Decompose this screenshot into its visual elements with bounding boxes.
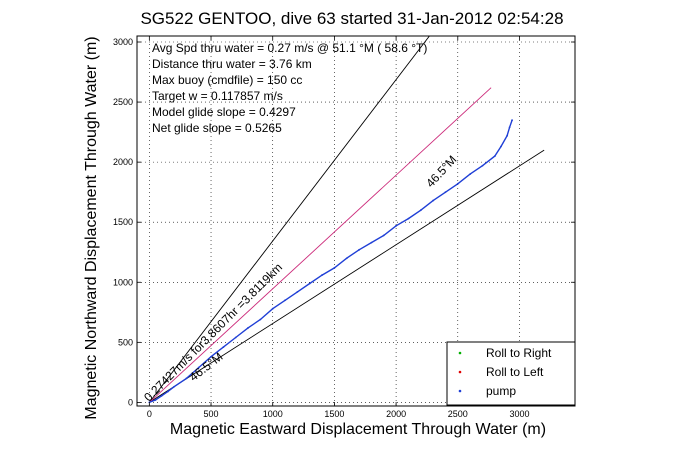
info-line-5: Model glide slope = 0.4297 [152,105,296,119]
legend-item-1: Roll to Right [486,346,552,360]
track-point [321,274,323,276]
track-point [234,336,237,339]
axis-ticks: 0 500 1000 1500 2000 2500 3000 0 500 1000 1500 2000… [113,36,575,419]
x-tick-label: 2500 [448,409,468,419]
info-line-3: Max buoy (cmdfile) = 150 cc [152,73,302,87]
annotation-1: 0.27427m/s for3.8607hr =3.8119km [141,260,285,404]
legend-marker-3 [458,389,462,393]
info-block: Avg Spd thru water = 0.27 m/s @ 51.1 °M … [152,41,427,135]
track-point [508,126,511,129]
y-tick-label: 2000 [113,157,133,167]
y-tick-label: 1000 [113,277,133,287]
x-axis-label: Magnetic Eastward Displacement Through W… [170,421,546,438]
legend-item-2: Roll to Left [486,365,544,379]
legend-item-3: pump [486,384,516,398]
track-point [493,155,496,158]
legend-box [446,341,576,406]
chart-title: SG522 GENTOO, dive 63 started 31-Jan-201… [140,9,563,28]
annotation-2: 46.5°M [423,153,459,190]
track-point [432,199,435,202]
y-tick-label: 1500 [113,217,133,227]
info-line-2: Distance thru water = 3.76 km [152,57,312,71]
track-point [173,385,175,388]
track-point [247,327,249,329]
legend-marker-2 [458,370,462,374]
track-point [197,366,200,369]
y-tick-label: 0 [128,397,133,407]
track-point [259,318,262,321]
y-tick-label: 500 [118,337,133,347]
track-point [185,377,188,380]
track-point [382,234,385,237]
track-point [500,145,502,148]
track-point [444,191,447,194]
legend-marker-1 [458,351,462,355]
track-point [370,241,373,244]
info-line-4: Target w = 0.117857 m/s [152,89,283,103]
track-point [456,182,459,185]
track-point [395,224,397,227]
x-tick-label: 0 [147,409,152,419]
info-line-6: Net glide slope = 0.5265 [152,121,282,135]
track-point [160,394,163,397]
track-point [154,399,157,401]
track-point [271,307,274,310]
legend: Roll to Right Roll to Left pump [446,341,576,406]
plot-frame [136,35,576,407]
track-point [469,173,472,176]
track-point [210,355,212,358]
x-tick-label: 1000 [263,409,283,419]
track-point [407,217,410,220]
track-point [358,248,360,251]
info-line-1: Avg Spd thru water = 0.27 m/s @ 51.1 °M … [152,41,427,55]
y-tick-label: 3000 [113,37,133,47]
track-point [166,390,169,393]
track-point [345,257,348,260]
x-tick-label: 500 [204,409,219,419]
reference-line-3 [149,87,492,403]
track-point [308,282,311,285]
y-axis-label: Magnetic Northward Displacement Through … [83,36,100,419]
x-tick-label: 1500 [324,409,344,419]
reference-line-2 [149,149,545,403]
reference-lines [148,35,545,403]
track-point [419,209,422,212]
track-point [333,266,336,269]
track-point [222,346,225,349]
track-point [506,134,509,137]
track-point [481,164,484,167]
y-tick-label: 2500 [113,97,133,107]
track-point [511,119,513,121]
track-point [296,290,299,293]
x-tick-label: 2000 [386,409,406,419]
reference-line-1 [148,35,430,403]
track-point [284,299,286,302]
x-tick-label: 3000 [509,409,529,419]
